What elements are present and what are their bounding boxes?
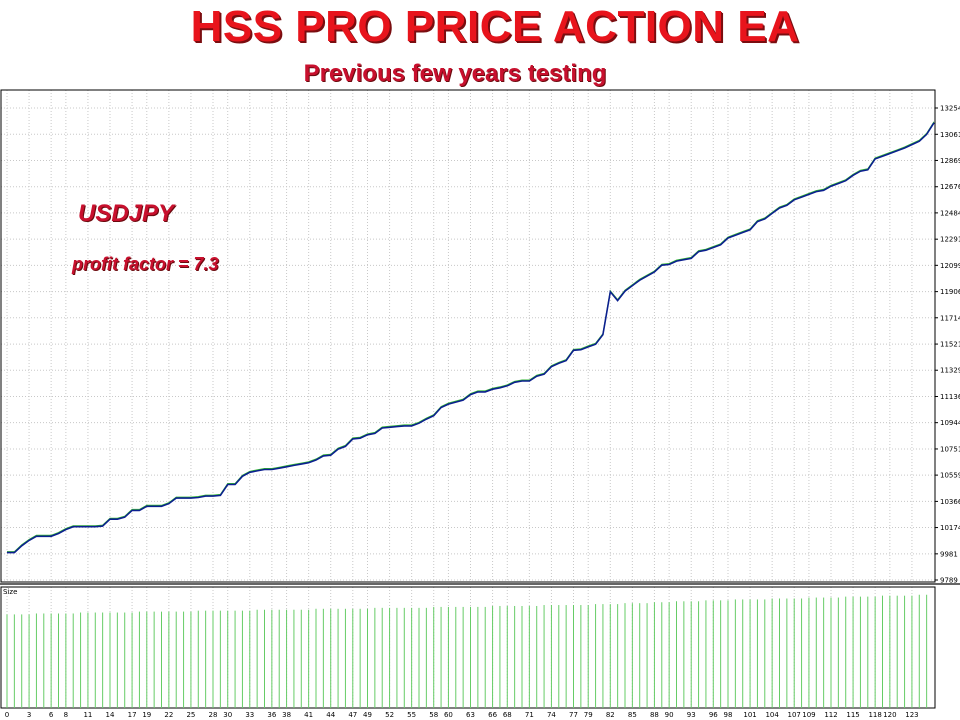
balance-lines bbox=[7, 121, 935, 554]
y-tick-label: 11906 bbox=[940, 288, 960, 296]
symbol-annotation: USDJPY bbox=[78, 200, 175, 227]
x-tick-label: 60 bbox=[444, 711, 453, 719]
x-tick-label: 104 bbox=[765, 711, 779, 719]
y-tick-label: 12484 bbox=[940, 209, 960, 217]
y-tick-label: 11136 bbox=[940, 393, 960, 401]
x-tick-label: 38 bbox=[282, 711, 291, 719]
x-tick-label: 90 bbox=[665, 711, 674, 719]
y-tick-label: 11329 bbox=[940, 367, 960, 375]
x-tick-label: 82 bbox=[606, 711, 615, 719]
x-tick-label: 22 bbox=[164, 711, 173, 719]
x-tick-label: 98 bbox=[724, 711, 733, 719]
x-tick-label: 19 bbox=[142, 711, 151, 719]
x-tick-label: 41 bbox=[304, 711, 313, 719]
x-tick-label: 85 bbox=[628, 711, 637, 719]
x-tick-label: 63 bbox=[466, 711, 475, 719]
x-tick-label: 96 bbox=[709, 711, 718, 719]
page-subtitle: Previous few years testing bbox=[303, 60, 607, 87]
size-bars bbox=[6, 594, 928, 708]
x-tick-label: 17 bbox=[128, 711, 137, 719]
x-tick-label: 0 bbox=[5, 711, 9, 719]
x-tick-label: 66 bbox=[488, 711, 497, 719]
y-tick-label: 12869 bbox=[940, 157, 960, 165]
x-tick-label: 25 bbox=[186, 711, 195, 719]
y-tick-label: 10366 bbox=[940, 498, 960, 506]
x-tick-label: 107 bbox=[788, 711, 801, 719]
x-tick-label: 79 bbox=[584, 711, 593, 719]
x-tick-label: 71 bbox=[525, 711, 534, 719]
y-tick-label: 11714 bbox=[940, 314, 960, 322]
chart-grid bbox=[1, 90, 935, 708]
x-tick-label: 120 bbox=[883, 711, 896, 719]
x-tick-label: 49 bbox=[363, 711, 372, 719]
y-tick-label: 13254 bbox=[940, 105, 960, 113]
size-panel-border bbox=[0, 586, 936, 709]
x-tick-label: 115 bbox=[846, 711, 859, 719]
equity-line bbox=[7, 121, 935, 553]
x-tick-label: 30 bbox=[223, 711, 232, 719]
x-tick-label: 55 bbox=[407, 711, 416, 719]
x-tick-label: 3 bbox=[27, 711, 31, 719]
x-tick-label: 74 bbox=[547, 711, 556, 719]
x-axis-ticks: 0 3 6 8 11 14 17 19 22 25 28 30 33 36 38 41 44 47 49 52 55 58… bbox=[5, 711, 919, 719]
x-tick-label: 118 bbox=[868, 711, 881, 719]
x-tick-label: 28 bbox=[209, 711, 218, 719]
x-tick-label: 36 bbox=[267, 711, 276, 719]
y-tick-label: 10174 bbox=[940, 524, 960, 532]
y-tick-label: 12676 bbox=[940, 183, 960, 191]
x-tick-label: 6 bbox=[49, 711, 54, 719]
x-tick-label: 112 bbox=[824, 711, 837, 719]
x-tick-label: 33 bbox=[245, 711, 254, 719]
profit-factor-annotation: profit factor = 7.3 bbox=[72, 254, 219, 274]
y-tick-label: 9789 bbox=[940, 577, 958, 585]
x-tick-label: 68 bbox=[503, 711, 512, 719]
page-title: HSS PRO PRICE ACTION EA bbox=[190, 2, 800, 51]
y-tick-label: 9981 bbox=[940, 550, 958, 558]
x-tick-label: 11 bbox=[83, 711, 92, 719]
y-tick-label: 10944 bbox=[940, 419, 960, 427]
x-tick-label: 8 bbox=[64, 711, 68, 719]
x-tick-label: 14 bbox=[106, 711, 115, 719]
x-tick-label: 101 bbox=[743, 711, 756, 719]
balance-line bbox=[7, 122, 935, 554]
x-tick-label: 109 bbox=[802, 711, 815, 719]
size-panel-label: Size bbox=[3, 588, 17, 596]
x-tick-label: 88 bbox=[650, 711, 659, 719]
x-tick-label: 47 bbox=[348, 711, 357, 719]
x-tick-label: 44 bbox=[326, 711, 335, 719]
chart-frame bbox=[0, 89, 960, 709]
x-tick-label: 123 bbox=[905, 711, 918, 719]
x-tick-label: 52 bbox=[385, 711, 394, 719]
y-tick-label: 12099 bbox=[940, 262, 960, 270]
x-tick-label: 77 bbox=[569, 711, 578, 719]
x-tick-label: 93 bbox=[687, 711, 696, 719]
x-tick-label: 58 bbox=[429, 711, 438, 719]
y-tick-label: 10559 bbox=[940, 472, 960, 480]
balance-panel-border bbox=[0, 89, 936, 583]
